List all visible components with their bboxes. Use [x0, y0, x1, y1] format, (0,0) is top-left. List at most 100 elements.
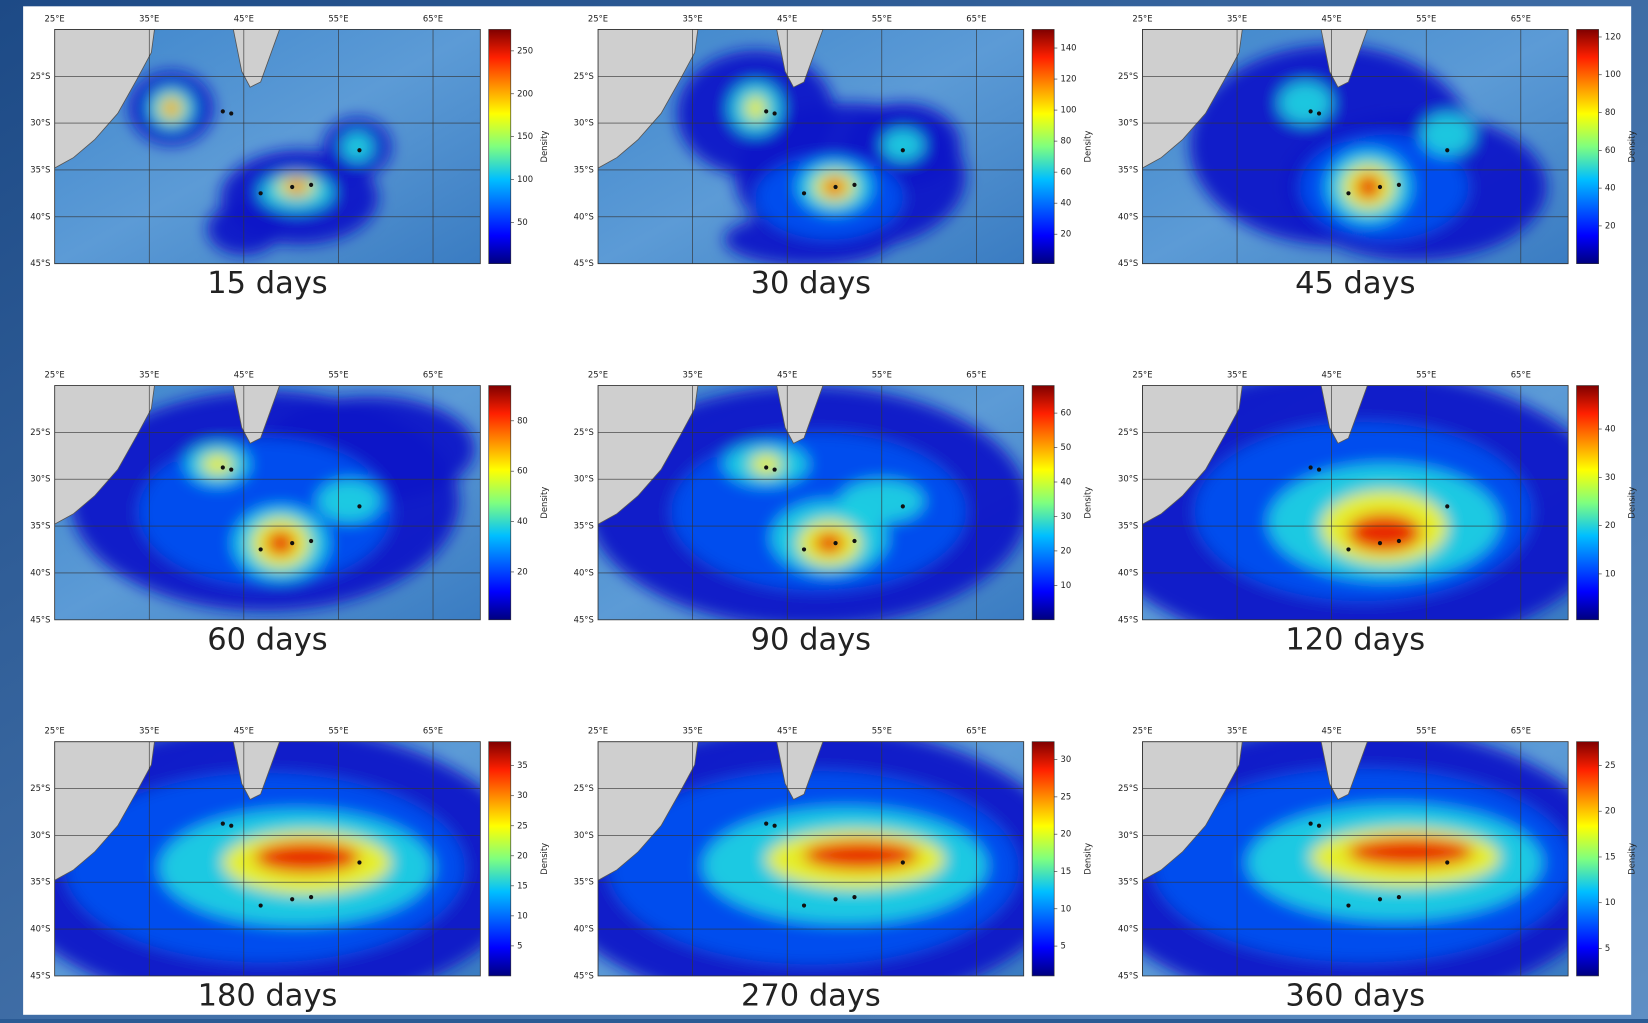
density-blob: [882, 129, 924, 161]
x-tick-label: 25°E: [45, 726, 65, 736]
island-dot: [1397, 183, 1401, 187]
y-tick-label: 30°S: [1118, 830, 1138, 840]
map-body: [588, 386, 1029, 628]
colorbar-tick-label: 250: [517, 45, 533, 55]
x-tick-label: 65°E: [423, 726, 443, 736]
colorbar-tick-label: 5: [517, 940, 522, 950]
colorbar-tick-label: 20: [1605, 806, 1616, 816]
y-tick-label: 30°S: [1118, 474, 1138, 484]
island-dot: [1346, 903, 1350, 907]
colorbar-tick-label: 15: [517, 880, 528, 890]
density-blob: [1356, 174, 1381, 199]
y-tick-label: 45°S: [1118, 258, 1138, 268]
y-tick-label: 40°S: [1118, 924, 1138, 934]
island-dot: [802, 547, 806, 551]
y-tick-label: 25°S: [30, 427, 50, 437]
island-dot: [833, 185, 837, 189]
map-panel: 25°E35°E45°E55°E65°E25°S30°S35°S40°S45°S…: [30, 370, 549, 658]
y-tick-label: 25°S: [1118, 783, 1138, 793]
y-tick-label: 40°S: [574, 924, 594, 934]
y-tick-label: 25°S: [30, 71, 50, 81]
x-tick-label: 45°E: [1322, 726, 1342, 736]
x-tick-label: 25°E: [588, 726, 608, 736]
colorbar: [1032, 742, 1054, 976]
island-dot: [1445, 148, 1449, 152]
colorbar-tick-label: 25: [1605, 760, 1616, 770]
island-dot: [1346, 191, 1350, 195]
island-dot: [901, 860, 905, 864]
colorbar-tick-label: 10: [1605, 568, 1616, 578]
colorbar-tick-label: 40: [1060, 198, 1071, 208]
y-tick-label: 30°S: [30, 830, 50, 840]
colorbar-tick-label: 15: [1605, 851, 1616, 861]
colorbar-tick-label: 100: [517, 174, 533, 184]
x-tick-label: 65°E: [966, 370, 986, 380]
y-tick-label: 45°S: [30, 258, 50, 268]
island-dot: [1445, 860, 1449, 864]
colorbar-tick-label: 10: [1060, 580, 1071, 590]
panel-caption: 180 days: [198, 978, 338, 1013]
colorbar-tick-label: 150: [517, 131, 533, 141]
colorbar-tick-label: 140: [1060, 43, 1076, 53]
island-dot: [290, 185, 294, 189]
x-tick-label: 35°E: [1227, 726, 1247, 736]
island-dot: [1378, 185, 1382, 189]
density-blob: [1347, 837, 1473, 866]
island-dot: [1309, 465, 1313, 469]
map-body: [1090, 370, 1616, 654]
island-dot: [833, 897, 837, 901]
island-dot: [357, 148, 361, 152]
island-dot: [1378, 541, 1382, 545]
x-tick-label: 35°E: [683, 370, 703, 380]
density-blob: [165, 102, 178, 115]
colorbar-tick-label: 30: [517, 790, 528, 800]
y-tick-label: 35°S: [30, 521, 50, 531]
colorbar-tick-label: 35: [517, 760, 528, 770]
colorbar-label: Density: [539, 131, 549, 163]
y-tick-label: 45°S: [574, 970, 594, 980]
y-tick-label: 35°S: [1118, 521, 1138, 531]
island-dot: [764, 109, 768, 113]
island-dot: [357, 860, 361, 864]
x-tick-label: 55°E: [328, 13, 348, 23]
island-dot: [357, 504, 361, 508]
x-tick-label: 35°E: [139, 370, 159, 380]
panel-caption: 45 days: [1295, 266, 1415, 301]
x-tick-label: 25°E: [1132, 726, 1152, 736]
x-tick-label: 25°E: [588, 370, 608, 380]
island-dot: [259, 191, 263, 195]
y-tick-label: 45°S: [30, 614, 50, 624]
x-tick-label: 65°E: [966, 13, 986, 23]
x-tick-label: 25°E: [588, 13, 608, 23]
y-tick-label: 40°S: [574, 567, 594, 577]
x-tick-label: 55°E: [1416, 13, 1436, 23]
y-tick-label: 45°S: [1118, 614, 1138, 624]
map-body: [1142, 29, 1568, 263]
density-blob: [254, 841, 359, 873]
panel-caption: 360 days: [1285, 978, 1425, 1013]
y-tick-label: 25°S: [30, 783, 50, 793]
y-tick-label: 45°S: [574, 614, 594, 624]
y-tick-label: 40°S: [30, 567, 50, 577]
colorbar-label: Density: [1627, 131, 1637, 163]
x-tick-label: 45°E: [777, 370, 797, 380]
island-dot: [773, 467, 777, 471]
x-tick-label: 55°E: [872, 726, 892, 736]
island-dot: [229, 467, 233, 471]
y-tick-label: 45°S: [574, 258, 594, 268]
x-tick-label: 35°E: [139, 13, 159, 23]
y-tick-label: 40°S: [1118, 211, 1138, 221]
colorbar: [1032, 29, 1054, 263]
colorbar-tick-label: 25: [1060, 791, 1071, 801]
y-tick-label: 35°S: [574, 164, 594, 174]
island-dot: [309, 539, 313, 543]
colorbar-tick-label: 100: [1060, 105, 1076, 115]
island-dot: [773, 111, 777, 115]
island-dot: [764, 822, 768, 826]
colorbar-tick-label: 10: [1605, 897, 1616, 907]
colorbar: [489, 386, 511, 620]
panel-caption: 15 days: [207, 266, 327, 301]
x-tick-label: 45°E: [234, 726, 254, 736]
